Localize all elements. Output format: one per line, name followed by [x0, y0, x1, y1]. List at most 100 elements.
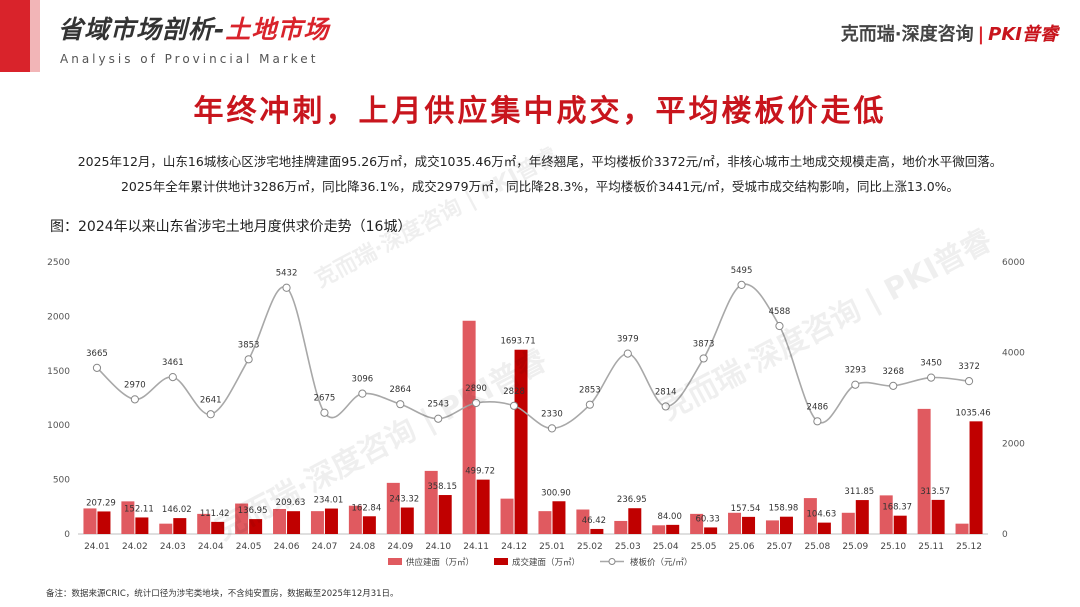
- x-tick-label: 24.12: [501, 542, 527, 552]
- deal-data-label: 146.02: [162, 505, 192, 515]
- y-left-tick-label: 2000: [47, 312, 70, 322]
- deal-bar: [362, 516, 376, 534]
- deal-data-label: 60.33: [695, 514, 719, 524]
- legend-supply-label: 供应建面（万㎡）: [406, 557, 474, 568]
- x-tick-label: 25.01: [539, 542, 565, 552]
- price-point: [964, 377, 974, 386]
- x-tick-label: 24.11: [463, 542, 489, 552]
- price-data-label: 2675: [314, 394, 336, 404]
- x-tick-label: 24.08: [349, 542, 375, 552]
- supply-bar: [424, 470, 438, 534]
- price-point: [661, 402, 670, 411]
- price-data-label: 3372: [958, 362, 980, 372]
- supply-bar: [386, 482, 400, 534]
- deal-data-label: 243.32: [389, 495, 419, 505]
- price-data-label: 2486: [807, 402, 829, 412]
- x-tick-label: 25.10: [880, 542, 906, 552]
- price-data-label: 3293: [844, 366, 866, 376]
- deal-bar: [173, 518, 187, 534]
- supply-bar: [614, 520, 628, 534]
- header-accent-block-light: [30, 0, 40, 72]
- x-tick-label: 24.01: [84, 542, 110, 552]
- price-data-label: 3873: [693, 339, 715, 349]
- legend-price-marker: [608, 558, 616, 565]
- supply-bar: [841, 512, 855, 534]
- deal-bar: [817, 522, 831, 534]
- y-left-tick-label: 1000: [47, 421, 70, 431]
- deal-bar: [249, 519, 263, 534]
- supply-bar: [121, 501, 135, 534]
- header-accent-block: [0, 0, 30, 72]
- x-tick-label: 24.03: [160, 542, 186, 552]
- x-tick-label: 24.10: [425, 542, 451, 552]
- price-point: [434, 414, 443, 423]
- price-point: [851, 380, 860, 389]
- deal-bar: [969, 421, 983, 534]
- deal-bar: [779, 516, 793, 534]
- price-point: [623, 349, 632, 358]
- price-data-label: 3461: [162, 358, 184, 368]
- price-data-label: 3665: [86, 349, 108, 359]
- supply-bar: [803, 498, 817, 534]
- deal-bar: [324, 508, 338, 534]
- brand-logo: 克而瑞·深度咨询 | PKI普睿: [841, 20, 1058, 46]
- x-tick-label: 25.07: [767, 542, 793, 552]
- price-point: [396, 400, 405, 409]
- price-point: [358, 389, 367, 398]
- y-right-tick-label: 2000: [1002, 439, 1025, 449]
- supply-bar: [235, 503, 249, 534]
- legend-deal-swatch: [494, 558, 508, 565]
- price-point: [472, 398, 481, 408]
- x-tick-label: 24.09: [387, 542, 413, 552]
- deal-data-label: 84.00: [658, 512, 682, 522]
- deal-bar: [893, 515, 907, 534]
- deal-data-label: 300.90: [541, 488, 571, 498]
- price-point: [168, 373, 177, 382]
- y-right-tick-label: 0: [1002, 530, 1008, 540]
- x-tick-label: 24.02: [122, 542, 148, 552]
- deal-bar: [704, 527, 718, 534]
- supply-bar: [538, 511, 552, 534]
- combo-chart: 0 500 1000 1500 2000 2500 0 2000 4000 6000 207.29 2…: [47, 258, 1025, 568]
- summary-line-1: 2025年12月，山东16城核心区涉宅地挂牌建面95.26万㎡，成交1035.4…: [77, 154, 1003, 169]
- section-title-accent: 土地市场: [225, 15, 330, 44]
- supply-bar: [462, 320, 476, 534]
- price-data-label: 3096: [352, 375, 374, 385]
- legend-supply-swatch: [388, 558, 402, 565]
- x-tick-label: 24.04: [198, 542, 224, 552]
- deal-data-label: 1035.46: [955, 408, 990, 418]
- price-data-label: 2970: [124, 380, 146, 390]
- x-tick-label: 25.02: [577, 542, 603, 552]
- deal-bar: [135, 517, 149, 534]
- price-point: [509, 401, 519, 410]
- price-point: [699, 354, 708, 363]
- deal-bar: [400, 507, 414, 534]
- deal-bar: [628, 508, 642, 534]
- x-tick-label: 25.03: [615, 542, 641, 552]
- deal-bar: [476, 479, 490, 534]
- deal-bar: [742, 516, 756, 534]
- deal-bar: [666, 524, 680, 534]
- x-tick-label: 25.11: [918, 542, 944, 552]
- deal-data-label: 358.15: [427, 482, 457, 492]
- x-tick-label: 24.06: [274, 542, 300, 552]
- supply-bar: [765, 520, 779, 534]
- deal-data-label: 311.85: [844, 487, 874, 497]
- section-title: 省域市场剖析-土地市场: [58, 10, 329, 46]
- deal-data-label: 1693.71: [500, 337, 535, 347]
- deal-data-label: 136.95: [238, 506, 268, 516]
- x-tick-label: 25.05: [691, 542, 717, 552]
- price-point: [282, 283, 291, 292]
- price-point: [244, 355, 253, 364]
- legend-deal-label: 成交建面（万㎡）: [512, 557, 580, 568]
- price-point: [775, 321, 784, 331]
- deal-data-label: 152.11: [124, 504, 154, 514]
- price-data-label: 2853: [579, 386, 601, 396]
- deal-data-label: 209.63: [276, 498, 306, 508]
- deal-data-label: 313.57: [920, 487, 950, 497]
- supply-bar: [310, 511, 324, 534]
- deal-data-label: 499.72: [465, 467, 495, 477]
- price-point: [737, 280, 746, 289]
- deal-data-label: 104.63: [807, 510, 837, 520]
- supply-bar: [879, 495, 893, 534]
